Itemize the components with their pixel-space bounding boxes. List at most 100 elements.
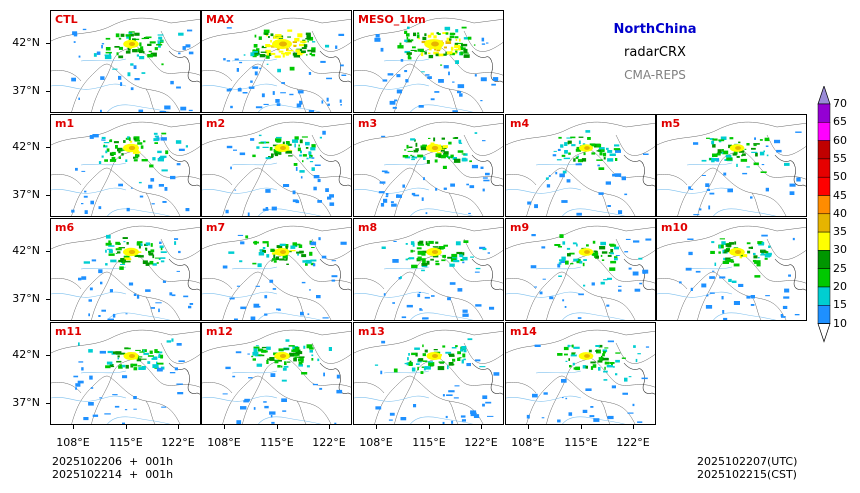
panel-label: m5: [661, 117, 681, 130]
latitude-tick: [46, 403, 50, 404]
variable-title: radarCRX: [624, 45, 686, 60]
colorbar-level-label: 35: [833, 225, 847, 239]
panel-label: m7: [206, 221, 226, 234]
longitude-tick: [224, 425, 225, 429]
colorbar-svg: [817, 84, 831, 343]
map-panel: m11: [50, 322, 201, 425]
longitude-label: 122°E: [616, 436, 650, 449]
colorbar-swatch: [817, 231, 831, 251]
latitude-tick: [46, 43, 50, 44]
colorbar-swatch: [817, 286, 831, 306]
colorbar-swatch: [817, 305, 831, 324]
panel-label: CTL: [55, 13, 78, 26]
colorbar-level-label: 20: [833, 280, 847, 293]
panel-label: m9: [510, 221, 530, 234]
init-time-cst: 2025102214 + 001h: [52, 468, 174, 481]
panel-label: m8: [358, 221, 378, 234]
latitude-tick: [46, 251, 50, 252]
map-svg: [354, 329, 503, 424]
latitude-label: 37°N: [12, 188, 40, 201]
colorbar-swatch: [817, 176, 831, 196]
map-svg: [202, 225, 351, 320]
map-svg: [202, 17, 351, 112]
longitude-label: 122°E: [464, 436, 498, 449]
longitude-tick: [633, 425, 634, 429]
colorbar-level-label: 55: [833, 151, 847, 165]
colorbar-swatch: [817, 103, 831, 123]
map-svg: [354, 225, 503, 320]
colorbar-under-arrow: [817, 323, 831, 343]
latitude-label: 42°N: [12, 36, 40, 49]
latitude-label: 37°N: [12, 396, 40, 409]
panel-label: m2: [206, 117, 226, 130]
panel-label: m6: [55, 221, 75, 234]
latitude-label: 37°N: [12, 292, 40, 305]
latitude-tick: [46, 91, 50, 92]
colorbar-level-label: 65: [833, 115, 847, 129]
latitude-tick: [46, 355, 50, 356]
colorbar-level-label: 40: [833, 206, 847, 220]
panel-label: m3: [358, 117, 378, 130]
colorbar-swatch: [817, 158, 831, 178]
longitude-label: 108°E: [56, 436, 90, 449]
map-svg: [202, 329, 351, 424]
latitude-tick: [46, 195, 50, 196]
colorbar-over-arrow: [817, 84, 831, 105]
map-svg: [51, 329, 200, 424]
longitude-tick: [73, 425, 74, 429]
map-panel: m13: [353, 322, 504, 425]
valid-time-utc: 2025102207(UTC): [697, 455, 798, 468]
longitude-label: 108°E: [359, 436, 393, 449]
map-svg: [51, 225, 200, 320]
colorbar-level-label: 60: [833, 133, 847, 147]
map-svg: [51, 17, 200, 112]
longitude-tick: [329, 425, 330, 429]
longitude-tick: [429, 425, 430, 429]
colorbar-swatch: [817, 140, 831, 160]
map-panel: m10: [656, 218, 807, 321]
panel-label: m14: [510, 325, 537, 338]
map-svg: [657, 121, 806, 216]
colorbar-level-label: 25: [833, 261, 847, 275]
panel-label: m1: [55, 117, 75, 130]
longitude-tick: [277, 425, 278, 429]
colorbar-level-label: 30: [833, 243, 847, 257]
map-svg: [506, 329, 655, 424]
colorbar-level-label: 50: [833, 170, 847, 184]
map-panel: m12: [201, 322, 352, 425]
map-panel: m3: [353, 114, 504, 217]
init-time-utc: 2025102206 + 001h: [52, 455, 174, 468]
longitude-tick: [481, 425, 482, 429]
map-panel: CTL: [50, 10, 201, 113]
longitude-label: 115°E: [109, 436, 143, 449]
map-svg: [506, 121, 655, 216]
map-panel: m7: [201, 218, 352, 321]
panel-label: m12: [206, 325, 233, 338]
map-panel: m5: [656, 114, 807, 217]
map-panel: MAX: [201, 10, 352, 113]
colorbar-swatch: [817, 195, 831, 215]
latitude-tick: [46, 299, 50, 300]
map-panel: m14: [505, 322, 656, 425]
longitude-label: 108°E: [207, 436, 241, 449]
valid-time-cst: 2025102215(CST): [697, 468, 797, 481]
longitude-tick: [581, 425, 582, 429]
colorbar-level-label: 70: [833, 97, 847, 110]
panel-label: MESO_1km: [358, 13, 426, 26]
map-panel: m9: [505, 218, 656, 321]
map-panel: m4: [505, 114, 656, 217]
longitude-label: 108°E: [511, 436, 545, 449]
panel-label: m13: [358, 325, 385, 338]
panel-label: m10: [661, 221, 688, 234]
map-panel: m8: [353, 218, 504, 321]
latitude-label: 42°N: [12, 244, 40, 257]
panel-label: MAX: [206, 13, 234, 26]
longitude-label: 115°E: [564, 436, 598, 449]
map-panel: MESO_1km: [353, 10, 504, 113]
longitude-tick: [376, 425, 377, 429]
system-title: CMA-REPS: [624, 68, 686, 82]
colorbar-swatch: [817, 268, 831, 288]
panel-label: m4: [510, 117, 530, 130]
colorbar-level-label: 15: [833, 298, 847, 312]
map-svg: [354, 17, 503, 112]
